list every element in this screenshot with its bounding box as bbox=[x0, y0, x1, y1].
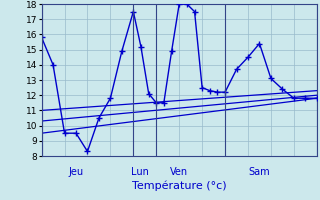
Text: Jeu: Jeu bbox=[68, 167, 84, 177]
Text: Lun: Lun bbox=[131, 167, 149, 177]
Text: Dim: Dim bbox=[0, 199, 1, 200]
Text: Sam: Sam bbox=[249, 167, 270, 177]
Text: Ven: Ven bbox=[170, 167, 188, 177]
Text: Température (°c): Température (°c) bbox=[132, 180, 227, 191]
